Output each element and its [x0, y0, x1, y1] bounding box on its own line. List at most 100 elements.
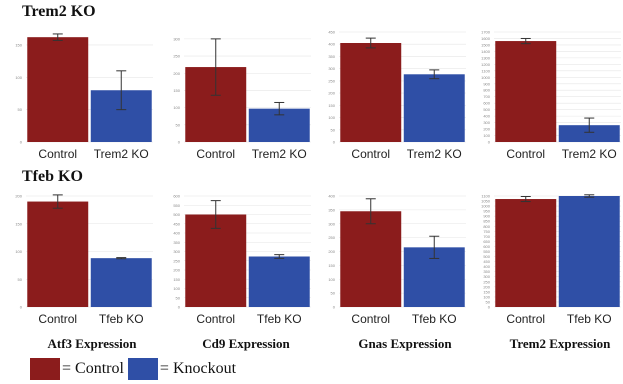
chart-gnas-tfebko: 0 50 100 150 200 250 300 350 400 Control Tfeb KO — [313, 192, 468, 329]
y-tick-label: 0 — [333, 140, 336, 145]
y-tick-label: 100 — [173, 286, 180, 291]
y-tick-label: 50 — [18, 107, 23, 112]
y-tick-label: 0 — [20, 140, 23, 145]
chart-trem2-trem2ko: 0 100 200 300 400 500 600 700 800 900 1000 1100 1200… — [468, 28, 623, 164]
y-tick-label: 150 — [15, 221, 22, 226]
y-tick-label: 100 — [15, 75, 22, 80]
y-tick-label: 300 — [483, 120, 490, 125]
bar-control — [340, 43, 402, 142]
y-tick-label: 100 — [483, 294, 490, 299]
y-tick-label: 500 — [483, 254, 490, 259]
gene-label-gnas: Gnas Expression — [358, 336, 452, 351]
section-title-tfeb-ko: Tfeb KO — [22, 168, 83, 185]
y-tick-label: 950 — [483, 209, 490, 214]
chart-cd9-tfebko: 0 50 100 150 200 250 300 350 400 450 500 550 600 Cont… — [158, 192, 313, 329]
category-label: Control — [351, 147, 390, 161]
y-tick-label: 300 — [483, 274, 490, 279]
y-tick-label: 200 — [173, 268, 180, 273]
y-tick-label: 0 — [178, 140, 181, 145]
y-tick-label: 1700 — [481, 30, 491, 35]
legend: = Control = Knockout — [30, 357, 240, 381]
y-tick-label: 150 — [15, 42, 22, 47]
y-tick-label: 100 — [328, 115, 335, 120]
chart-trem2-tfebko: 0 50 100 150 200 250 300 350 400 450 500 550 600 650 7… — [468, 192, 623, 329]
y-tick-label: 550 — [483, 249, 490, 254]
y-tick-label: 650 — [483, 239, 490, 244]
y-tick-label: 150 — [173, 88, 180, 93]
chart-atf3-tfebko: 0 50 100 150 200 Control Tfeb KO — [0, 192, 155, 329]
category-label: Trem2 KO — [94, 147, 149, 161]
gene-label-cd9: Cd9 Expression — [202, 336, 290, 351]
bar-tfeb-ko — [248, 256, 310, 307]
bar-control — [27, 201, 89, 307]
y-tick-label: 200 — [328, 91, 335, 96]
y-tick-label: 100 — [483, 133, 490, 138]
y-tick-label: 350 — [328, 54, 335, 59]
category-label: Tfeb KO — [567, 312, 612, 326]
y-tick-label: 350 — [328, 207, 335, 212]
legend-label-control: = Control — [62, 360, 124, 377]
y-tick-label: 0 — [333, 305, 336, 310]
y-tick-label: 0 — [488, 140, 491, 145]
y-tick-label: 300 — [173, 249, 180, 254]
y-tick-label: 250 — [483, 279, 490, 284]
chart-gnas-trem2ko: 0 50 100 150 200 250 300 350 400 450 Control Trem2 … — [313, 28, 468, 164]
category-label: Control — [38, 147, 77, 161]
y-tick-label: 400 — [483, 264, 490, 269]
chart-atf3-trem2ko: 0 50 100 150 Control Trem2 KO — [0, 28, 155, 164]
y-tick-label: 800 — [483, 224, 490, 229]
y-tick-label: 600 — [483, 101, 490, 106]
bar-control — [495, 41, 557, 142]
y-tick-label: 250 — [328, 78, 335, 83]
y-tick-label: 50 — [331, 127, 336, 132]
y-tick-label: 900 — [483, 214, 490, 219]
bar-trem2-ko — [403, 74, 465, 142]
y-tick-label: 250 — [173, 54, 180, 59]
y-tick-label: 1000 — [481, 204, 491, 209]
y-tick-label: 150 — [173, 277, 180, 282]
y-tick-label: 50 — [176, 295, 181, 300]
y-tick-label: 100 — [173, 105, 180, 110]
y-tick-label: 350 — [173, 240, 180, 245]
y-tick-label: 800 — [483, 88, 490, 93]
category-label: Tfeb KO — [412, 312, 457, 326]
bar-tfeb-ko — [90, 258, 152, 307]
y-tick-label: 350 — [483, 269, 490, 274]
y-tick-label: 300 — [173, 36, 180, 41]
category-label: Trem2 KO — [407, 147, 462, 161]
y-tick-label: 550 — [173, 203, 180, 208]
y-tick-label: 400 — [328, 42, 335, 47]
y-tick-label: 250 — [173, 258, 180, 263]
gene-label-trem2: Trem2 Expression — [509, 336, 611, 351]
y-tick-label: 900 — [483, 81, 490, 86]
y-tick-label: 50 — [331, 291, 336, 296]
y-tick-label: 150 — [483, 289, 490, 294]
y-tick-label: 600 — [173, 194, 180, 199]
y-tick-label: 150 — [328, 263, 335, 268]
y-tick-label: 600 — [483, 244, 490, 249]
bar-control — [340, 211, 402, 307]
y-tick-label: 450 — [483, 259, 490, 264]
y-tick-label: 150 — [328, 103, 335, 108]
y-tick-label: 400 — [328, 194, 335, 199]
y-tick-label: 50 — [18, 277, 23, 282]
bar-control — [27, 37, 89, 143]
category-label: Control — [351, 312, 390, 326]
y-tick-label: 200 — [483, 127, 490, 132]
y-tick-label: 1400 — [481, 49, 491, 54]
y-tick-label: 450 — [173, 221, 180, 226]
bar-trem2-ko — [558, 125, 620, 142]
bar-control — [495, 199, 557, 307]
legend-swatch-knockout — [127, 358, 158, 380]
legend-label-knockout: = Knockout — [159, 360, 237, 377]
y-tick-label: 250 — [328, 235, 335, 240]
y-tick-label: 1500 — [481, 42, 491, 47]
y-tick-label: 1050 — [481, 199, 491, 204]
gene-label-atf3: Atf3 Expression — [47, 336, 137, 351]
category-label: Control — [196, 147, 235, 161]
y-tick-label: 1000 — [481, 75, 491, 80]
category-label: Control — [506, 312, 545, 326]
category-label: Tfeb KO — [99, 312, 144, 326]
category-label: Control — [196, 312, 235, 326]
y-tick-label: 200 — [15, 194, 22, 199]
